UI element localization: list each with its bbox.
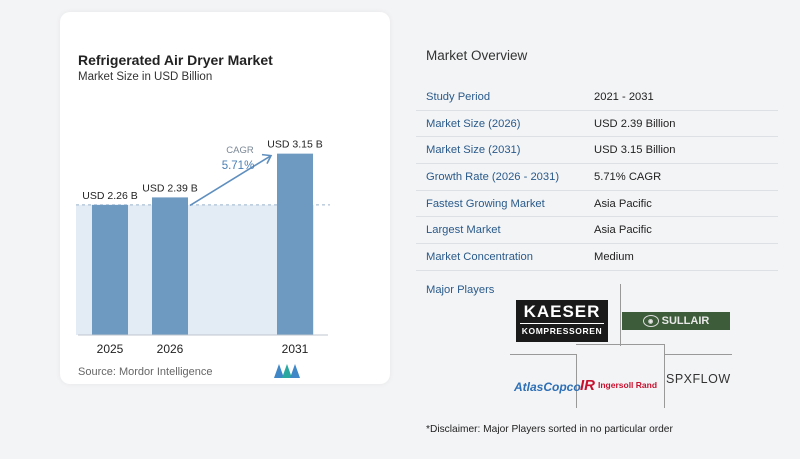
source-note: Source: Mordor Intelligence [78,366,213,378]
x-tick-label: 2031 [282,342,309,356]
cagr-label: CAGR [226,145,254,156]
row-label: Market Size (2026) [426,117,521,130]
row-value: 2021 - 2031 [594,90,654,103]
bar-chart: USD 2.26 B 2025 USD 2.39 B 2026 USD 3.15 B 20… [76,139,330,356]
table-row: Largest Market Asia Pacific [416,217,778,245]
ingersoll-rand-logo: IR Ingersoll Rand [580,376,658,394]
divider [510,354,576,355]
chart-subtitle: Market Size in USD Billion [78,71,213,83]
overview-title: Market Overview [426,48,528,63]
spx-flow-logo: SPXFLOW [666,372,731,386]
cagr-value: 5.71% [222,160,255,172]
row-label: Market Concentration [426,250,533,263]
divider [620,284,621,346]
atlas-copco-logo: AtlasCopco [514,380,581,394]
table-row: Market Concentration Medium [416,244,778,271]
sullair-logo: ◉ SULLAIR [622,312,730,330]
divider [664,354,732,355]
divider [576,354,577,408]
row-value: Medium [594,250,634,263]
row-label: Study Period [426,90,491,103]
disclaimer: *Disclaimer: Major Players sorted in no … [426,424,673,435]
overview-table: Study Period 2021 - 2031 Market Size (202… [416,84,778,271]
divider [664,344,665,408]
row-label: Fastest Growing Market [426,197,545,210]
row-label: Growth Rate (2026 - 2031) [426,170,560,183]
row-value: USD 3.15 Billion [594,144,676,157]
player-logos: KAESER KOMPRESSOREN ◉ SULLAIR AtlasCopco… [510,284,732,410]
data-label: USD 2.39 B [142,182,197,194]
bar-2031 [277,153,313,335]
market-overview: Market Overview Study Period 2021 - 2031 … [416,0,800,459]
row-label: Largest Market [426,224,501,237]
table-row: Study Period 2021 - 2031 [416,84,778,111]
row-value: Asia Pacific [594,197,652,210]
arrow-head-icon [261,153,273,164]
table-row: Market Size (2026) USD 2.39 Billion [416,111,778,138]
bar-2026 [152,197,188,335]
mordor-logo-icon [274,364,300,378]
divider [576,344,664,345]
x-tick-label: 2026 [157,342,184,356]
row-value: USD 2.39 Billion [594,117,676,130]
major-players-label: Major Players [426,284,495,296]
x-tick-label: 2025 [97,342,124,356]
table-row: Growth Rate (2026 - 2031) 5.71% CAGR [416,164,778,191]
table-row: Fastest Growing Market Asia Pacific [416,191,778,218]
row-value: Asia Pacific [594,224,652,237]
chart-title: Refrigerated Air Dryer Market [78,52,273,68]
cagr-arrow [189,154,272,207]
sullair-seal-icon: ◉ [642,315,659,327]
bar-2025 [92,204,128,335]
data-label: USD 3.15 B [267,139,322,151]
data-label: USD 2.26 B [82,190,137,202]
row-value: 5.71% CAGR [594,170,662,183]
kaeser-logo: KAESER KOMPRESSOREN [516,300,608,342]
table-row: Market Size (2031) USD 3.15 Billion [416,137,778,165]
row-label: Market Size (2031) [426,144,521,157]
chart-card: Refrigerated Air Dryer Market Market Siz… [60,12,390,384]
